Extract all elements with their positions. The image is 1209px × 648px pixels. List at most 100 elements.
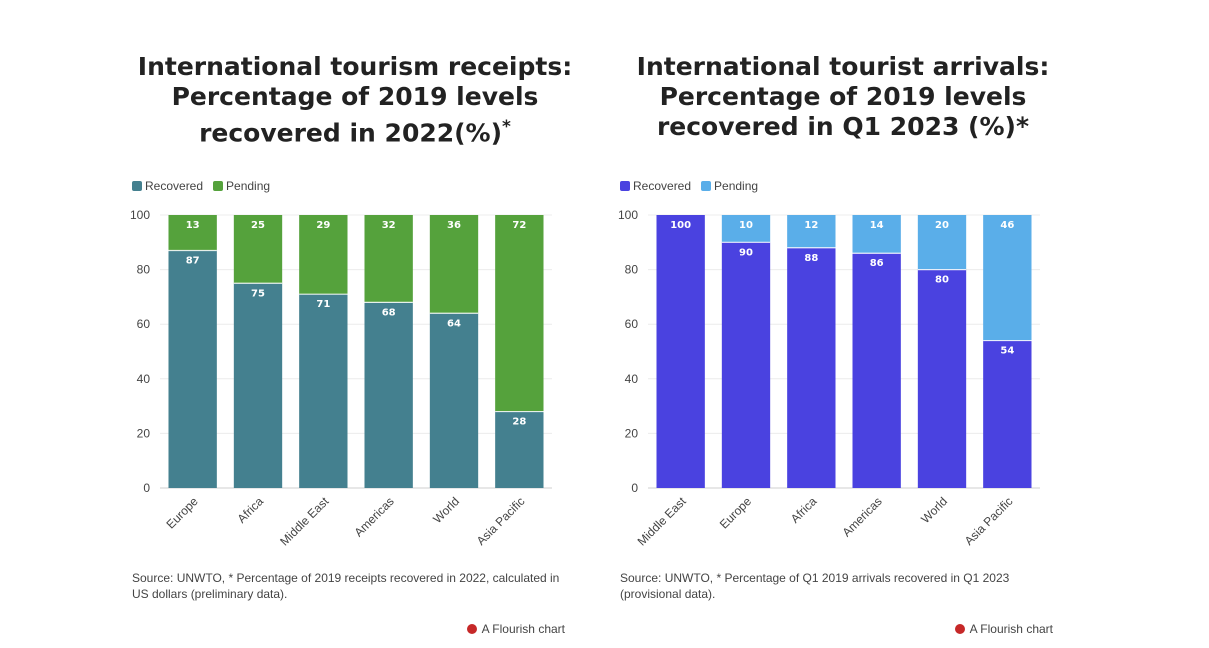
data-label-pending: 29 (316, 220, 330, 231)
title-line-2: Percentage of 2019 levels (659, 82, 1027, 111)
bar-recovered-middle-east (299, 294, 348, 488)
x-tick-label: Africa (235, 494, 267, 526)
bar-pending-world (429, 215, 479, 314)
data-label-recovered: 87 (186, 255, 200, 266)
bar-recovered-world (429, 313, 479, 488)
data-label-recovered: 86 (870, 258, 884, 269)
bar-pending-europe (721, 215, 771, 243)
y-tick-label: 60 (137, 317, 151, 331)
x-tick-label: Middle East (635, 494, 690, 549)
chart-title: International tourism receipts: Percenta… (115, 52, 595, 148)
x-tick-label: Americas (352, 494, 397, 539)
data-label-pending: 36 (447, 220, 461, 231)
y-tick-label: 0 (631, 481, 638, 495)
legend-item-recovered[interactable]: Recovered (620, 179, 691, 193)
data-label-recovered: 75 (251, 288, 265, 299)
data-label-pending: 13 (186, 220, 200, 231)
bar-pending-europe (168, 215, 217, 251)
legend-label-pending: Pending (226, 179, 271, 193)
x-tick-label: Middle East (277, 494, 332, 549)
x-tick-label: World (918, 494, 950, 526)
data-label-recovered: 71 (316, 299, 330, 310)
data-label-pending: 32 (382, 220, 396, 231)
chart-title: International tourist arrivals: Percenta… (603, 52, 1083, 142)
bar-pending-americas (852, 215, 901, 254)
data-label-pending: 72 (512, 220, 526, 231)
chart-panel-receipts: International tourism receipts: Percenta… (115, 0, 595, 648)
y-tick-label: 20 (625, 426, 639, 440)
y-tick-label: 40 (625, 372, 639, 386)
data-label-pending: 12 (804, 220, 818, 231)
legend-item-pending[interactable]: Pending (701, 179, 758, 193)
data-label-pending: 14 (870, 220, 884, 231)
data-label-recovered: 88 (804, 253, 818, 264)
bar-recovered-europe (168, 250, 217, 488)
flourish-credit[interactable]: A Flourish chart (954, 622, 1053, 636)
y-tick-label: 40 (137, 372, 151, 386)
data-label-recovered: 54 (1000, 346, 1014, 357)
credit-label: A Flourish chart (481, 622, 565, 636)
bar-recovered-middle-east (656, 215, 705, 488)
y-tick-label: 20 (137, 426, 151, 440)
legend: Recovered Pending (132, 179, 270, 193)
bar-pending-asia-pacific (495, 215, 544, 412)
data-label-recovered: 100 (670, 220, 691, 231)
legend-label-pending: Pending (714, 179, 759, 193)
y-tick-label: 60 (625, 317, 639, 331)
data-label-pending: 25 (251, 220, 265, 231)
y-tick-label: 100 (618, 208, 638, 222)
flourish-logo-icon (954, 624, 965, 634)
data-label-recovered: 68 (382, 307, 396, 318)
bar-pending-middle-east (299, 215, 348, 295)
legend-swatch-pending (701, 181, 712, 191)
title-line-2: Percentage of 2019 levels (171, 82, 539, 111)
x-tick-label: World (430, 494, 462, 526)
x-tick-label: Asia Pacific (474, 494, 528, 548)
title-line-1: International tourist arrivals: (636, 52, 1050, 81)
x-tick-label: Africa (788, 494, 820, 526)
credit-label: A Flourish chart (969, 622, 1053, 636)
legend: Recovered Pending (620, 179, 758, 193)
bar-recovered-asia-pacific (983, 340, 1032, 488)
y-tick-label: 80 (137, 263, 151, 277)
title-line-3: recovered in 2022(%) (199, 118, 503, 148)
legend-swatch-recovered (620, 181, 630, 191)
y-tick-label: 80 (625, 263, 639, 277)
data-label-recovered: 64 (447, 318, 461, 329)
y-tick-label: 100 (130, 208, 150, 222)
x-tick-label: Asia Pacific (962, 494, 1016, 548)
data-label-recovered: 28 (512, 417, 526, 428)
bar-pending-americas (364, 215, 413, 303)
legend-label-recovered: Recovered (145, 179, 204, 193)
title-asterisk: * (502, 117, 511, 137)
data-label-pending: 10 (739, 220, 753, 231)
legend-swatch-pending (213, 181, 224, 191)
data-label-pending: 20 (935, 220, 949, 231)
bar-pending-africa (233, 215, 283, 284)
source-note: Source: UNWTO, * Percentage of 2019 rece… (132, 571, 560, 601)
bar-pending-africa (787, 215, 836, 248)
x-tick-label: Europe (164, 494, 201, 531)
source-note: Source: UNWTO, * Percentage of Q1 2019 a… (620, 571, 1010, 601)
bar-pending-asia-pacific (983, 215, 1032, 341)
bar-pending-world (917, 215, 967, 270)
bar-recovered-americas (364, 302, 413, 488)
bar-recovered-europe (721, 242, 771, 488)
chart-panel-arrivals: International tourist arrivals: Percenta… (603, 0, 1083, 648)
data-label-recovered: 90 (739, 247, 753, 258)
legend-item-pending[interactable]: Pending (213, 179, 270, 193)
stacked-bar-chart-arrivals: 0 20 40 60 80 100 100 Middle East 90 10 Europe 88 12… (618, 208, 1040, 549)
bar-recovered-americas (852, 253, 901, 488)
legend-label-recovered: Recovered (633, 179, 692, 193)
legend-item-recovered[interactable]: Recovered (132, 179, 203, 193)
y-tick-label: 0 (143, 481, 150, 495)
data-label-pending: 46 (1000, 220, 1014, 231)
flourish-logo-icon (466, 624, 477, 634)
data-label-recovered: 80 (935, 275, 949, 286)
bar-recovered-world (917, 269, 967, 488)
title-line-1: International tourism receipts: (137, 52, 573, 81)
flourish-credit[interactable]: A Flourish chart (466, 622, 565, 636)
title-line-3: recovered in Q1 2023 (%)* (656, 112, 1030, 141)
x-tick-label: Americas (840, 494, 885, 539)
bar-recovered-africa (787, 247, 836, 488)
